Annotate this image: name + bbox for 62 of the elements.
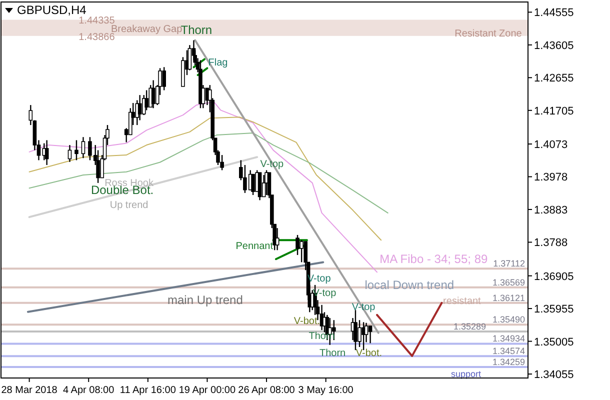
chart-title: GBPUSD,H4 — [17, 3, 87, 17]
band-label: Breakaway Gap — [110, 24, 183, 35]
ref-line-label: 1.34259 — [492, 357, 525, 368]
ref-line-label: 1.37112 — [493, 258, 525, 269]
y-tick-label: 1.35955 — [534, 304, 574, 316]
y-tick-label: 1.42655 — [534, 72, 574, 85]
candlestick — [81, 136, 86, 159]
ref-line-label: 1.34934 — [492, 334, 525, 344]
candlestick — [220, 154, 224, 171]
candlestick — [368, 325, 372, 344]
ref-line-label: 1.36569 — [492, 277, 525, 288]
annotation: V-bot. — [294, 316, 320, 328]
y-tick-label: 1.4073 — [534, 138, 568, 151]
annotation: V-bot. — [356, 348, 382, 360]
x-tick-label: 28 Mar 2018 — [1, 385, 58, 396]
ref-line-label: 1.34574 — [492, 346, 525, 356]
candlestick — [300, 240, 304, 263]
annotation: Flag — [208, 57, 228, 68]
annotation: V-top — [352, 302, 376, 313]
annotation: V-top — [260, 158, 284, 170]
candlestick — [243, 164, 247, 194]
x-tick-label: 11 Apr 16:00 — [120, 385, 176, 396]
annotation: Thorn — [320, 348, 346, 360]
candlestick — [44, 140, 49, 166]
y-tick-label: 1.3978 — [534, 172, 568, 184]
annotation: main Up trend — [168, 293, 243, 308]
y-tick-label: 1.44555 — [534, 7, 574, 20]
annotation: Pennant — [236, 240, 274, 252]
candlestick — [151, 80, 156, 109]
line-series — [28, 132, 388, 214]
annotation: Thorn — [180, 22, 212, 37]
candlestick — [138, 94, 142, 121]
x-tick-label: 26 Apr 08:00 — [238, 385, 296, 396]
ref-line-label: 1.36121 — [492, 292, 525, 303]
y-tick-label: 1.34055 — [534, 369, 574, 382]
y-tick-label: 1.3788 — [534, 237, 568, 250]
annotation: Resistant Zone — [454, 28, 522, 40]
annotation: support — [450, 369, 482, 380]
annotation: resistant — [443, 296, 482, 308]
candlestick — [275, 227, 280, 251]
candlestick — [162, 66, 166, 91]
line-series — [28, 101, 378, 273]
x-tick-label: 4 Apr 08:00 — [63, 385, 115, 396]
y-tick-label: 1.36905 — [534, 270, 574, 283]
annotation: local Down trend — [364, 278, 454, 292]
annotation: 1.43866 — [78, 32, 116, 44]
y-tick-label: 1.43605 — [534, 40, 574, 52]
candlestick — [262, 174, 266, 198]
y-tick-label: 1.3883 — [534, 204, 568, 216]
x-tick-label: 19 Apr 00:00 — [178, 385, 236, 396]
ref-line-label: 1.35490 — [492, 314, 525, 325]
annotation: Up trend — [110, 200, 148, 211]
y-tick-label: 1.35005 — [534, 336, 574, 348]
candlestick — [251, 174, 255, 196]
ref-line-label: 1.35289 — [453, 322, 486, 332]
x-tick-label: 3 May 16:00 — [298, 385, 354, 396]
annotation: MA Fibo - 34; 55; 89 — [380, 252, 488, 266]
candlestick — [144, 90, 148, 111]
candlestick — [74, 140, 78, 161]
y-tick-label: 1.41705 — [534, 105, 574, 118]
line-series — [28, 116, 382, 241]
candlestick — [358, 320, 362, 348]
